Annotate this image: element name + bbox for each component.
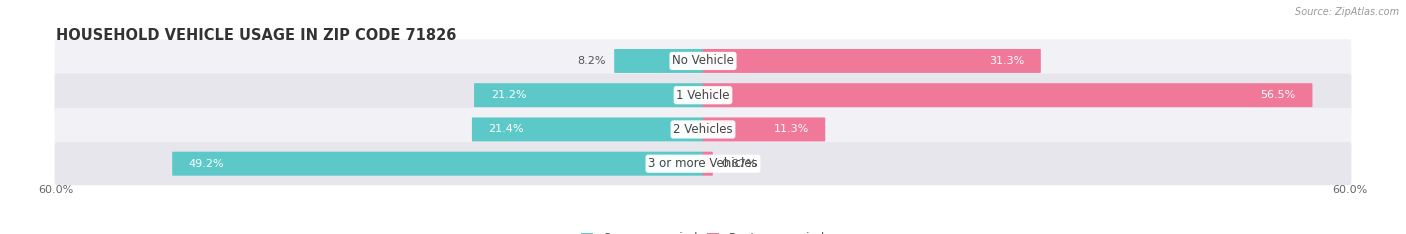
Text: 21.2%: 21.2%: [491, 90, 526, 100]
FancyBboxPatch shape: [703, 83, 1312, 107]
Text: 0.87%: 0.87%: [721, 159, 756, 169]
Legend: Owner-occupied, Renter-occupied: Owner-occupied, Renter-occupied: [576, 227, 830, 234]
Text: 3 or more Vehicles: 3 or more Vehicles: [648, 157, 758, 170]
FancyBboxPatch shape: [55, 108, 1351, 151]
Text: 56.5%: 56.5%: [1261, 90, 1296, 100]
FancyBboxPatch shape: [55, 74, 1351, 117]
FancyBboxPatch shape: [55, 39, 1351, 83]
FancyBboxPatch shape: [172, 152, 703, 176]
FancyBboxPatch shape: [614, 49, 703, 73]
Text: 1 Vehicle: 1 Vehicle: [676, 89, 730, 102]
FancyBboxPatch shape: [55, 142, 1351, 185]
Text: HOUSEHOLD VEHICLE USAGE IN ZIP CODE 71826: HOUSEHOLD VEHICLE USAGE IN ZIP CODE 7182…: [56, 28, 457, 43]
Text: 49.2%: 49.2%: [188, 159, 225, 169]
FancyBboxPatch shape: [703, 49, 1040, 73]
Text: 11.3%: 11.3%: [773, 124, 808, 135]
FancyBboxPatch shape: [703, 152, 713, 176]
Text: 31.3%: 31.3%: [988, 56, 1024, 66]
Text: No Vehicle: No Vehicle: [672, 55, 734, 67]
Text: 21.4%: 21.4%: [488, 124, 524, 135]
FancyBboxPatch shape: [474, 83, 703, 107]
FancyBboxPatch shape: [472, 117, 703, 141]
Text: 8.2%: 8.2%: [578, 56, 606, 66]
Text: Source: ZipAtlas.com: Source: ZipAtlas.com: [1295, 7, 1399, 17]
Text: 2 Vehicles: 2 Vehicles: [673, 123, 733, 136]
FancyBboxPatch shape: [703, 117, 825, 141]
